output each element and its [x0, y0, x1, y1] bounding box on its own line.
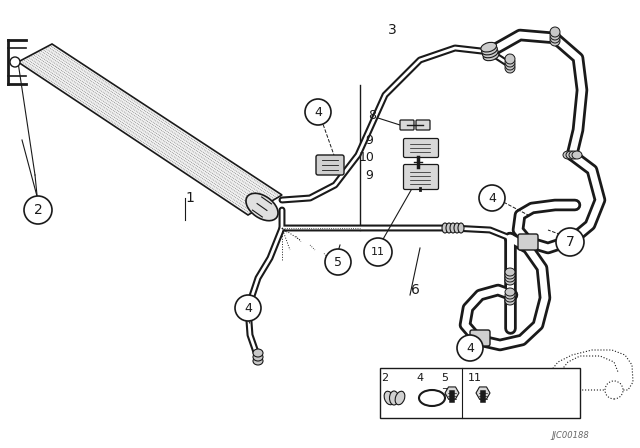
FancyBboxPatch shape	[400, 120, 414, 130]
FancyBboxPatch shape	[403, 138, 438, 158]
Text: 4: 4	[314, 105, 322, 119]
Circle shape	[305, 99, 331, 125]
Ellipse shape	[505, 291, 515, 299]
Text: JJC00188: JJC00188	[551, 431, 589, 439]
Circle shape	[457, 335, 483, 361]
Polygon shape	[445, 387, 459, 399]
Text: 7: 7	[566, 235, 574, 249]
Circle shape	[364, 238, 392, 266]
Text: 1: 1	[186, 191, 195, 205]
FancyBboxPatch shape	[518, 234, 538, 250]
Ellipse shape	[450, 223, 456, 233]
Circle shape	[325, 249, 351, 275]
Text: 8: 8	[368, 108, 376, 121]
Circle shape	[235, 295, 261, 321]
Ellipse shape	[505, 60, 515, 70]
FancyBboxPatch shape	[470, 330, 490, 346]
Ellipse shape	[572, 151, 582, 159]
Text: 7: 7	[442, 388, 449, 398]
Text: 4: 4	[417, 373, 424, 383]
Text: 11: 11	[468, 373, 482, 383]
Text: 2: 2	[381, 373, 388, 383]
Text: 9: 9	[365, 134, 373, 146]
Ellipse shape	[253, 357, 263, 365]
Ellipse shape	[246, 193, 278, 221]
Text: 2: 2	[34, 203, 42, 217]
Text: 10: 10	[359, 151, 375, 164]
Text: 9: 9	[365, 168, 373, 181]
Ellipse shape	[550, 33, 560, 43]
Circle shape	[24, 196, 52, 224]
Ellipse shape	[253, 353, 263, 361]
FancyBboxPatch shape	[316, 155, 344, 175]
Circle shape	[556, 228, 584, 256]
Ellipse shape	[566, 151, 576, 159]
Circle shape	[10, 57, 20, 67]
Ellipse shape	[505, 294, 515, 302]
Ellipse shape	[483, 51, 499, 60]
Ellipse shape	[390, 391, 399, 405]
Text: 11: 11	[371, 247, 385, 257]
Ellipse shape	[505, 54, 515, 64]
Ellipse shape	[563, 151, 573, 159]
Ellipse shape	[446, 223, 452, 233]
Ellipse shape	[550, 30, 560, 40]
Ellipse shape	[384, 391, 394, 405]
Ellipse shape	[569, 151, 579, 159]
Ellipse shape	[505, 288, 515, 296]
Ellipse shape	[482, 45, 497, 55]
Polygon shape	[18, 44, 282, 215]
Ellipse shape	[458, 223, 464, 233]
Ellipse shape	[419, 390, 445, 406]
Circle shape	[479, 185, 505, 211]
Ellipse shape	[483, 48, 498, 58]
Ellipse shape	[505, 271, 515, 279]
Ellipse shape	[505, 274, 515, 282]
Ellipse shape	[505, 277, 515, 285]
Text: 5: 5	[442, 373, 449, 383]
FancyBboxPatch shape	[403, 164, 438, 190]
Polygon shape	[476, 387, 490, 399]
Ellipse shape	[505, 297, 515, 305]
Text: 4: 4	[488, 191, 496, 204]
Circle shape	[557, 381, 575, 399]
Text: 5: 5	[334, 255, 342, 268]
Circle shape	[605, 381, 623, 399]
FancyBboxPatch shape	[416, 120, 430, 130]
Text: 4: 4	[466, 341, 474, 354]
Ellipse shape	[481, 43, 497, 52]
Ellipse shape	[505, 268, 515, 276]
Bar	[380, 368, 580, 418]
Ellipse shape	[505, 63, 515, 73]
Text: 4: 4	[244, 302, 252, 314]
Ellipse shape	[550, 27, 560, 37]
Ellipse shape	[395, 391, 405, 405]
Ellipse shape	[253, 349, 263, 357]
Ellipse shape	[505, 57, 515, 67]
Ellipse shape	[550, 36, 560, 46]
Ellipse shape	[442, 223, 448, 233]
Text: 6: 6	[411, 283, 419, 297]
Ellipse shape	[454, 223, 460, 233]
Text: 3: 3	[388, 23, 396, 37]
